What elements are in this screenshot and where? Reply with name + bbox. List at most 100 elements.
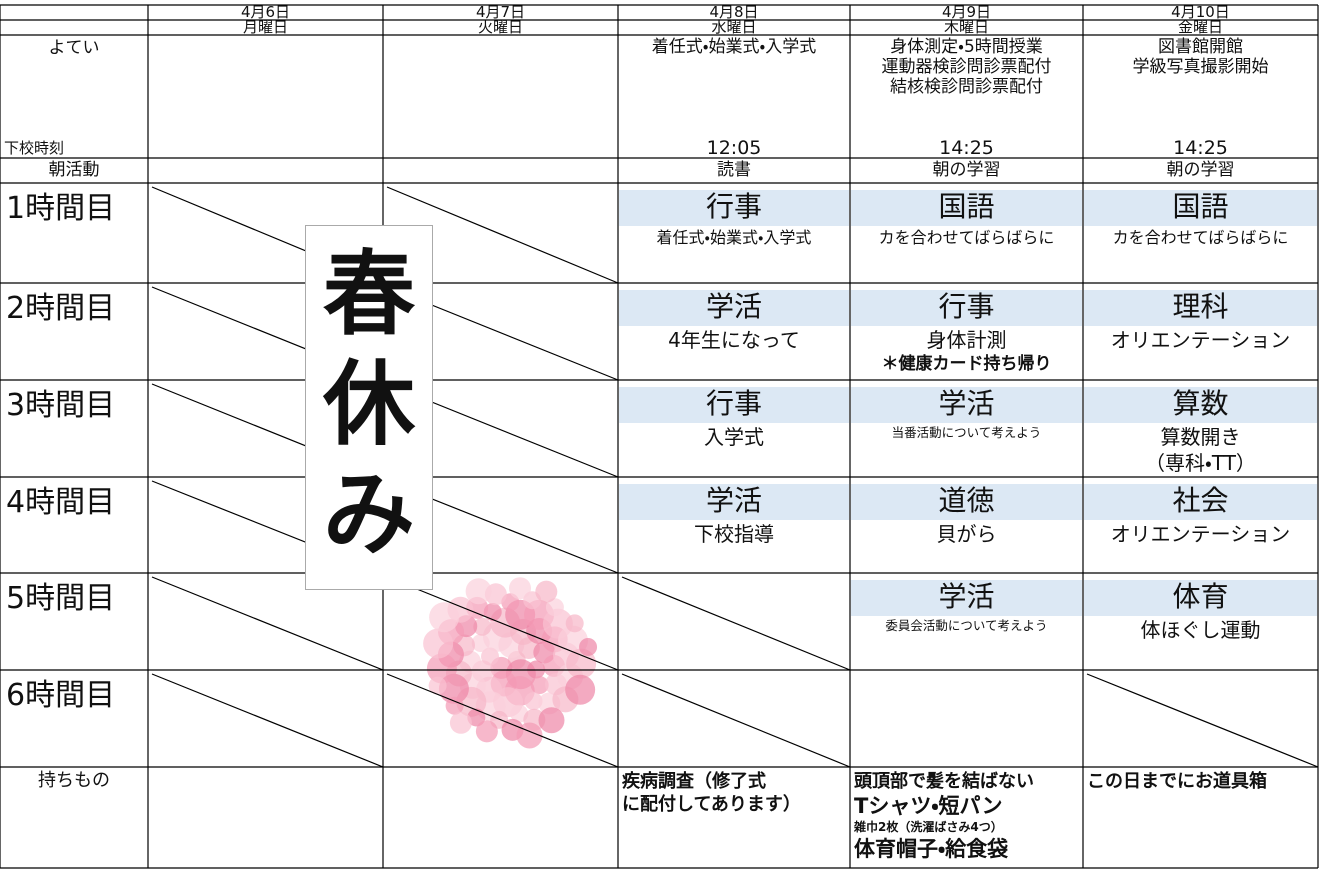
- petal: [428, 676, 447, 695]
- subject-band: [619, 484, 849, 520]
- event: 学級写真撮影開始: [1132, 57, 1269, 77]
- subject: 算数: [1172, 387, 1229, 420]
- weekday: 水曜日: [711, 18, 757, 36]
- period-label: 4時間目: [6, 485, 116, 520]
- subject-note: オリエンテーション: [1110, 522, 1291, 546]
- subject-band: [1084, 290, 1317, 326]
- subject: 体育: [1172, 580, 1229, 613]
- item: 疾病調査（修了式: [622, 771, 766, 792]
- subject-note: 着任式・始業式・入学式: [656, 228, 812, 247]
- spring-break-banner: [305, 225, 433, 590]
- petal: [579, 637, 598, 656]
- blank-slash: [1086, 673, 1319, 768]
- period-label: 5時間目: [6, 581, 116, 616]
- date: 4月9日: [941, 3, 992, 21]
- subject: 行事: [705, 190, 762, 223]
- subject-note: カを合わせてばらばらに: [1112, 228, 1289, 247]
- row-label: 下校時刻: [4, 139, 65, 157]
- subject: 学活: [705, 484, 762, 517]
- petal: [429, 602, 460, 633]
- petal: [509, 577, 532, 600]
- dismissal-time: 14:25: [939, 137, 994, 159]
- subject-note: （専科・TT）: [1145, 451, 1256, 475]
- petal: [565, 674, 596, 705]
- period-label: 6時間目: [6, 678, 116, 713]
- petal: [471, 634, 490, 653]
- subject-note: 体ほぐし運動: [1140, 618, 1261, 642]
- subject-note: 入学式: [704, 425, 764, 449]
- petal: [423, 628, 454, 659]
- subject-band: [619, 387, 849, 423]
- subject: 国語: [938, 190, 995, 223]
- event: 図書館開館: [1158, 37, 1243, 57]
- subject-band: [1084, 387, 1317, 423]
- weekday: 金曜日: [1177, 18, 1223, 36]
- subject: 理科: [1172, 290, 1229, 323]
- petal: [426, 653, 457, 684]
- subject-band: [619, 190, 849, 226]
- weekday: 木曜日: [943, 18, 989, 36]
- blank-slash: [151, 673, 384, 768]
- subject-band: [1084, 190, 1317, 226]
- period-label: 2時間目: [6, 291, 116, 326]
- date: 4月7日: [475, 3, 526, 21]
- subject-band: [851, 290, 1082, 326]
- banner-char: 休: [322, 351, 415, 458]
- event: 結核検診問診票配付: [890, 77, 1043, 97]
- date: 4月6日: [240, 3, 291, 21]
- blank-slash: [386, 186, 619, 284]
- item: 頭頂部で髪を結ばない: [854, 771, 1034, 792]
- event: 身体測定・5時間授業: [890, 37, 1043, 57]
- subject-band: [1084, 580, 1317, 616]
- dismissal-time: 14:25: [1173, 137, 1228, 159]
- subject: 学活: [938, 387, 995, 420]
- row-label: よてい: [48, 38, 100, 58]
- blank-slash: [386, 576, 619, 671]
- petal: [565, 614, 584, 633]
- subject-band: [851, 190, 1082, 226]
- petal: [524, 692, 543, 711]
- petal: [530, 676, 549, 695]
- row-label: 朝活動: [48, 160, 100, 180]
- subject: 道徳: [938, 484, 995, 517]
- subject-note: 4年生になって: [668, 328, 800, 352]
- subject-note: オリエンテーション: [1110, 328, 1291, 352]
- subject: 社会: [1172, 484, 1229, 517]
- petal: [445, 696, 464, 715]
- subject-band: [851, 484, 1082, 520]
- item: 体育帽子・給食袋: [854, 837, 1009, 861]
- petal: [449, 711, 472, 734]
- morning-activity: 読書: [717, 160, 751, 180]
- weekday: 月曜日: [242, 18, 288, 36]
- blank-slash: [621, 576, 851, 671]
- subject-note: 貝がら: [936, 522, 997, 546]
- subject: 学活: [705, 290, 762, 323]
- subject: 国語: [1172, 190, 1229, 223]
- flower-decoration: [423, 577, 598, 749]
- blank-slash: [386, 673, 619, 768]
- blank-slash: [151, 576, 384, 671]
- banner-char: 春: [322, 241, 415, 348]
- petal: [465, 578, 492, 605]
- item: に配付してあります）: [622, 794, 801, 815]
- petal: [535, 580, 558, 603]
- subject-band: [1084, 484, 1317, 520]
- subject-note: 当番活動について考えよう: [891, 425, 1042, 440]
- date: 4月8日: [709, 3, 759, 21]
- blank-slash: [621, 673, 851, 768]
- subject-note: カを合わせてばらばらに: [878, 228, 1055, 247]
- subject-note: 委員会活動について考えよう: [885, 618, 1048, 633]
- row-label: 持ちもの: [38, 770, 110, 791]
- date: 4月10日: [1171, 3, 1230, 21]
- item: Tシャツ・短パン: [854, 794, 1003, 818]
- event: 運動器検診問診票配付: [881, 57, 1052, 77]
- subject-note: ＊健康カード持ち帰り: [881, 354, 1052, 374]
- morning-activity: 朝の学習: [932, 160, 1001, 180]
- event: 着任式・始業式・入学式: [651, 37, 817, 57]
- subject: 行事: [938, 290, 995, 323]
- subject-band: [851, 387, 1082, 423]
- petal: [566, 648, 597, 679]
- banner-char: み: [322, 461, 415, 568]
- subject-band: [619, 290, 849, 326]
